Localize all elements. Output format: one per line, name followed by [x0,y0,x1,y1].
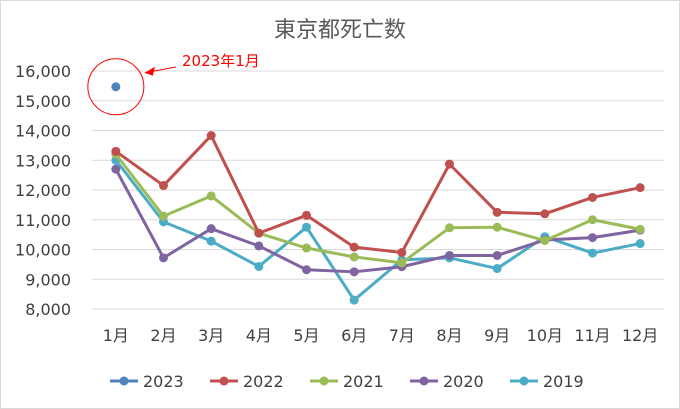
legend-item-2023: 2023 [110,372,184,391]
series-line-2020 [114,168,641,274]
y-tick-label: 9,000 [25,270,71,289]
x-tick-label: 1月 [103,326,129,345]
x-tick-label: 12月 [622,326,658,345]
highlight-circle [87,58,145,116]
annotation-group: 2023年1月 [87,52,260,116]
legend-label: 2021 [343,372,384,391]
data-point-2021 [445,223,454,233]
data-point-2021 [635,224,645,234]
data-point-2020 [254,241,264,251]
data-point-2019 [492,264,502,274]
data-point-2022 [159,181,168,191]
y-axis: 8,000 9,000 10,000 11,000 12,000 13,000 14,000… [15,62,71,319]
data-point-2021 [397,258,407,268]
data-point-2020 [588,233,597,243]
data-point-2020 [159,253,168,263]
legend-item-2021: 2021 [310,372,384,391]
y-tick-label: 13,000 [15,151,71,170]
series-line-2021 [114,153,641,265]
data-point-2023 [111,82,121,92]
legend-swatch-marker [519,376,529,386]
legend-swatch-marker [119,376,129,386]
data-point-2021 [349,252,359,262]
data-point-2022 [635,183,645,193]
data-point-2022 [254,228,264,238]
legend-item-2020: 2020 [410,372,484,391]
legend-item-2019: 2019 [510,372,584,391]
data-point-2021 [159,211,168,221]
data-point-2021 [540,236,550,246]
data-point-2019 [206,236,216,246]
data-point-2020 [111,164,121,174]
legend-swatch-marker [419,376,429,386]
data-point-2021 [588,215,597,225]
data-point-2019 [635,239,645,249]
series-group [111,82,645,305]
data-point-2019 [302,222,311,232]
data-point-2022 [445,159,454,169]
x-tick-label: 3月 [198,326,224,345]
chart-title: 東京都死亡数 [274,18,406,43]
y-tick-label: 11,000 [15,211,71,230]
x-tick-label: 8月 [436,326,462,345]
legend-item-2022: 2022 [210,372,284,391]
data-point-2020 [349,267,359,277]
legend-label: 2019 [543,372,584,391]
data-point-2020 [492,250,502,260]
annotation-arrowhead [144,66,155,76]
data-point-2022 [397,247,407,257]
series-2023 [111,82,121,92]
x-tick-label: 10月 [527,326,563,345]
data-point-2021 [302,243,311,253]
data-point-2020 [302,265,311,275]
x-tick-label: 4月 [246,326,272,345]
data-point-2021 [492,222,502,232]
legend: 2023 2022 2021 2020 2019 [110,372,584,391]
data-point-2022 [206,131,216,141]
legend-label: 2023 [143,372,184,391]
data-point-2022 [492,207,502,217]
y-tick-label: 14,000 [15,122,71,141]
grid-lines [92,70,664,310]
data-point-2022 [111,146,121,156]
legend-label: 2020 [443,372,484,391]
series-line-2022 [114,134,641,254]
x-tick-label: 11月 [574,326,610,345]
data-point-2021 [206,191,216,201]
data-point-2019 [254,261,264,271]
x-tick-label: 5月 [293,326,319,345]
legend-swatch-marker [319,376,329,386]
y-tick-label: 10,000 [15,241,71,260]
legend-swatch-marker [219,376,229,386]
legend-label: 2022 [243,372,284,391]
x-tick-label: 7月 [389,326,415,345]
annotation-label: 2023年1月 [182,52,260,70]
data-point-2020 [445,250,454,260]
data-point-2020 [206,224,216,234]
x-axis: 1月 2月 3月 4月 5月 6月 7月 8月 9月 10月 11月 12月 [103,326,659,345]
data-point-2019 [588,248,597,258]
data-point-2022 [588,192,597,202]
series-2022 [111,131,645,257]
data-point-2019 [349,295,359,305]
y-tick-label: 15,000 [15,92,71,111]
data-point-2022 [349,242,359,252]
y-tick-label: 12,000 [15,181,71,200]
x-tick-label: 6月 [341,326,367,345]
data-point-2022 [302,210,311,220]
y-tick-label: 16,000 [15,62,71,81]
y-tick-label: 8,000 [25,300,71,319]
x-tick-label: 9月 [484,326,510,345]
x-tick-label: 2月 [150,326,176,345]
series-2019 [111,155,645,305]
data-point-2022 [540,209,550,219]
